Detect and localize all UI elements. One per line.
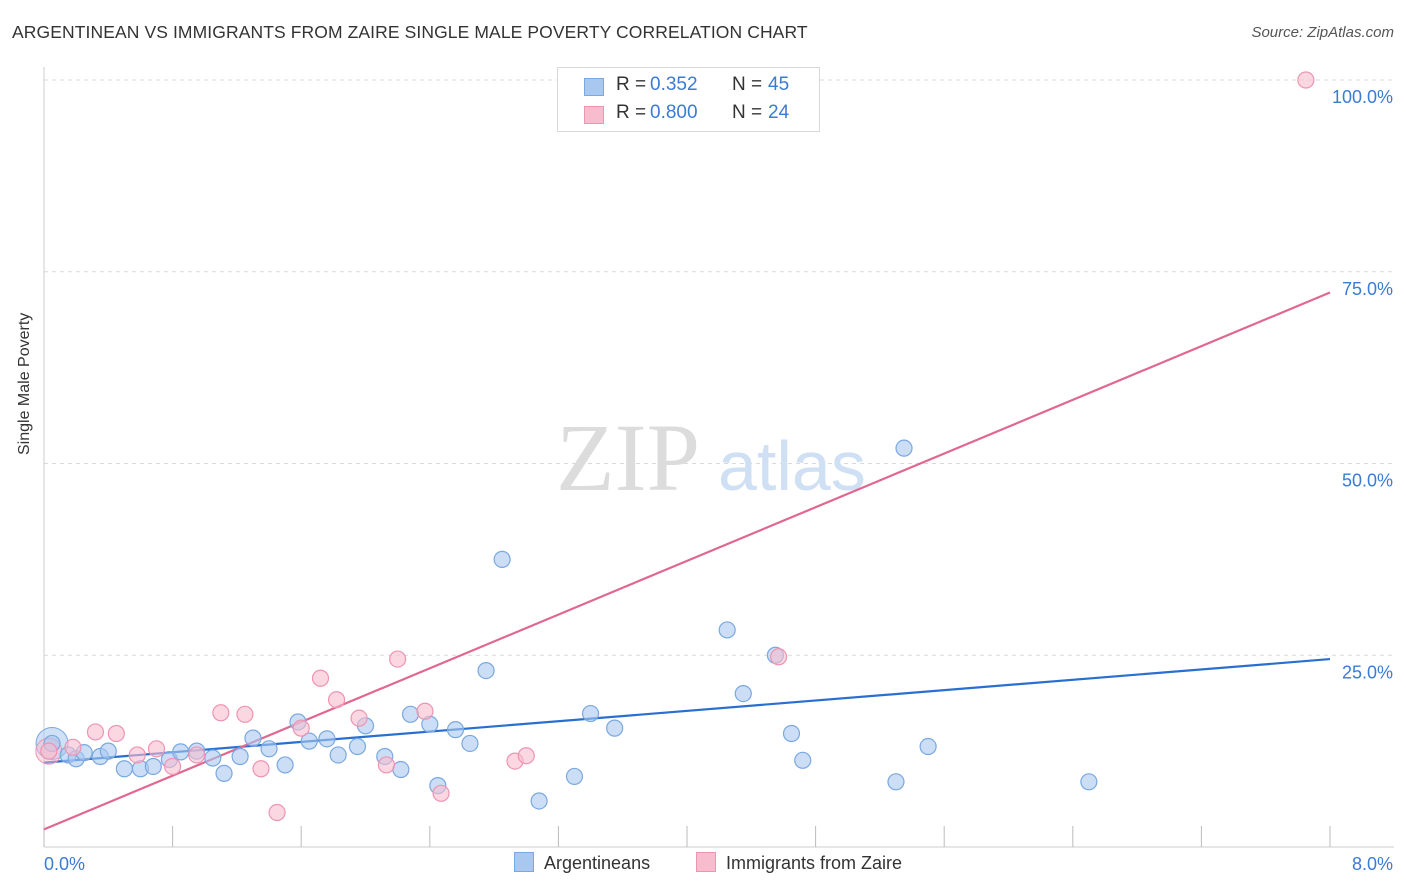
zaire-point (64, 738, 82, 756)
argentinean-point (477, 661, 495, 680)
argentinean-point (231, 747, 249, 766)
legend-r-label: R = (616, 74, 647, 95)
argentinean-point (99, 742, 117, 760)
legend-n-label: N = (732, 102, 763, 123)
argentinean-point (794, 751, 812, 769)
legend-swatch-blue (584, 78, 604, 96)
argentinean-point (215, 764, 233, 782)
zaire-point (1297, 71, 1315, 89)
zaire-point (432, 784, 450, 802)
zaire-point (292, 719, 310, 737)
series-swatch-pink (696, 852, 716, 872)
zaire-point (770, 648, 788, 666)
watermark: ZIP atlas (556, 404, 866, 511)
y-tick-label: 50.0% (1342, 471, 1393, 491)
gridlines (44, 79, 1394, 656)
argentinean-point (115, 760, 133, 778)
tick-labels: 25.0% 50.0% 75.0% 100.0% 0.0% 8.0% (44, 87, 1393, 874)
zaire-point (188, 746, 206, 764)
zaire-point (236, 705, 254, 723)
legend-r-value: 0.352 (650, 74, 698, 95)
argentinean-trend-line (43, 657, 1331, 764)
argentinean-point (734, 684, 752, 703)
zaire-point (416, 702, 434, 720)
series-swatch-blue (514, 852, 534, 872)
argentinean-point (204, 749, 222, 767)
y-tick-label: 25.0% (1342, 662, 1393, 682)
zaire-point (164, 757, 182, 776)
legend-n-label: N = (732, 74, 763, 95)
argentinean-point (895, 439, 913, 457)
source-credit: Source: ZipAtlas.com (1251, 24, 1394, 41)
series-legend-argentineans[interactable]: Argentineans (514, 852, 650, 874)
zaire-point (252, 760, 270, 778)
argentinean-point (446, 721, 465, 739)
zaire-point (311, 669, 330, 687)
zaire-point (40, 742, 58, 760)
zaire-point (268, 803, 286, 822)
y-tick-label: 75.0% (1342, 279, 1393, 299)
zaire-point (128, 746, 146, 764)
correlation-legend: R = 0.352 N = 45 R = 0.800 N = 24 (557, 67, 820, 132)
zaire-point (389, 650, 407, 668)
series-legend-zaire[interactable]: Immigrants from Zaire (696, 852, 902, 874)
argentinean-point (318, 730, 336, 748)
zaire-point (517, 747, 535, 765)
argentinean-point (530, 792, 548, 810)
argentinean-point (348, 737, 367, 756)
watermark-zip: ZIP (556, 404, 700, 511)
argentinean-point (276, 756, 294, 774)
zaire-point (212, 704, 230, 722)
data-points (35, 71, 1315, 822)
zaire-point (350, 709, 368, 727)
legend-r-value: 0.800 (650, 102, 698, 123)
argentinean-point (565, 767, 584, 786)
y-axis-title: Single Male Poverty (16, 312, 33, 455)
zaire-point (147, 740, 166, 758)
legend-r-label: R = (616, 102, 647, 123)
series-label: Argentineans (544, 853, 651, 873)
zaire-point (377, 756, 395, 774)
argentinean-point (329, 746, 347, 764)
argentinean-point (718, 621, 736, 639)
x-tick-label: 0.0% (44, 854, 85, 874)
argentinean-point (300, 732, 318, 750)
argentinean-point (172, 743, 190, 761)
legend-swatch-pink (584, 106, 604, 124)
series-label: Immigrants from Zaire (726, 853, 903, 873)
zaire-point (107, 724, 125, 743)
axes (43, 67, 1394, 848)
legend-n-value: 45 (768, 74, 790, 95)
argentinean-point (244, 729, 262, 747)
y-tick-label: 100.0% (1332, 87, 1393, 107)
legend-n-value: 24 (768, 102, 790, 123)
argentinean-point (581, 704, 600, 723)
argentinean-point (606, 719, 624, 737)
argentinean-point (887, 773, 905, 791)
watermark-atlas: atlas (718, 427, 866, 505)
zaire-point (327, 691, 346, 709)
argentinean-point (260, 740, 278, 758)
argentinean-point (493, 550, 511, 568)
argentinean-point (392, 760, 410, 779)
argentinean-point (401, 705, 420, 723)
argentinean-point (919, 737, 937, 756)
chart-title: ARGENTINEAN VS IMMIGRANTS FROM ZAIRE SIN… (12, 22, 808, 42)
zaire-point (86, 723, 105, 741)
x-tick-label: 8.0% (1352, 854, 1393, 874)
argentinean-point (144, 757, 162, 776)
argentinean-point (1080, 773, 1098, 791)
argentinean-point (782, 724, 801, 743)
argentinean-point (461, 734, 479, 753)
